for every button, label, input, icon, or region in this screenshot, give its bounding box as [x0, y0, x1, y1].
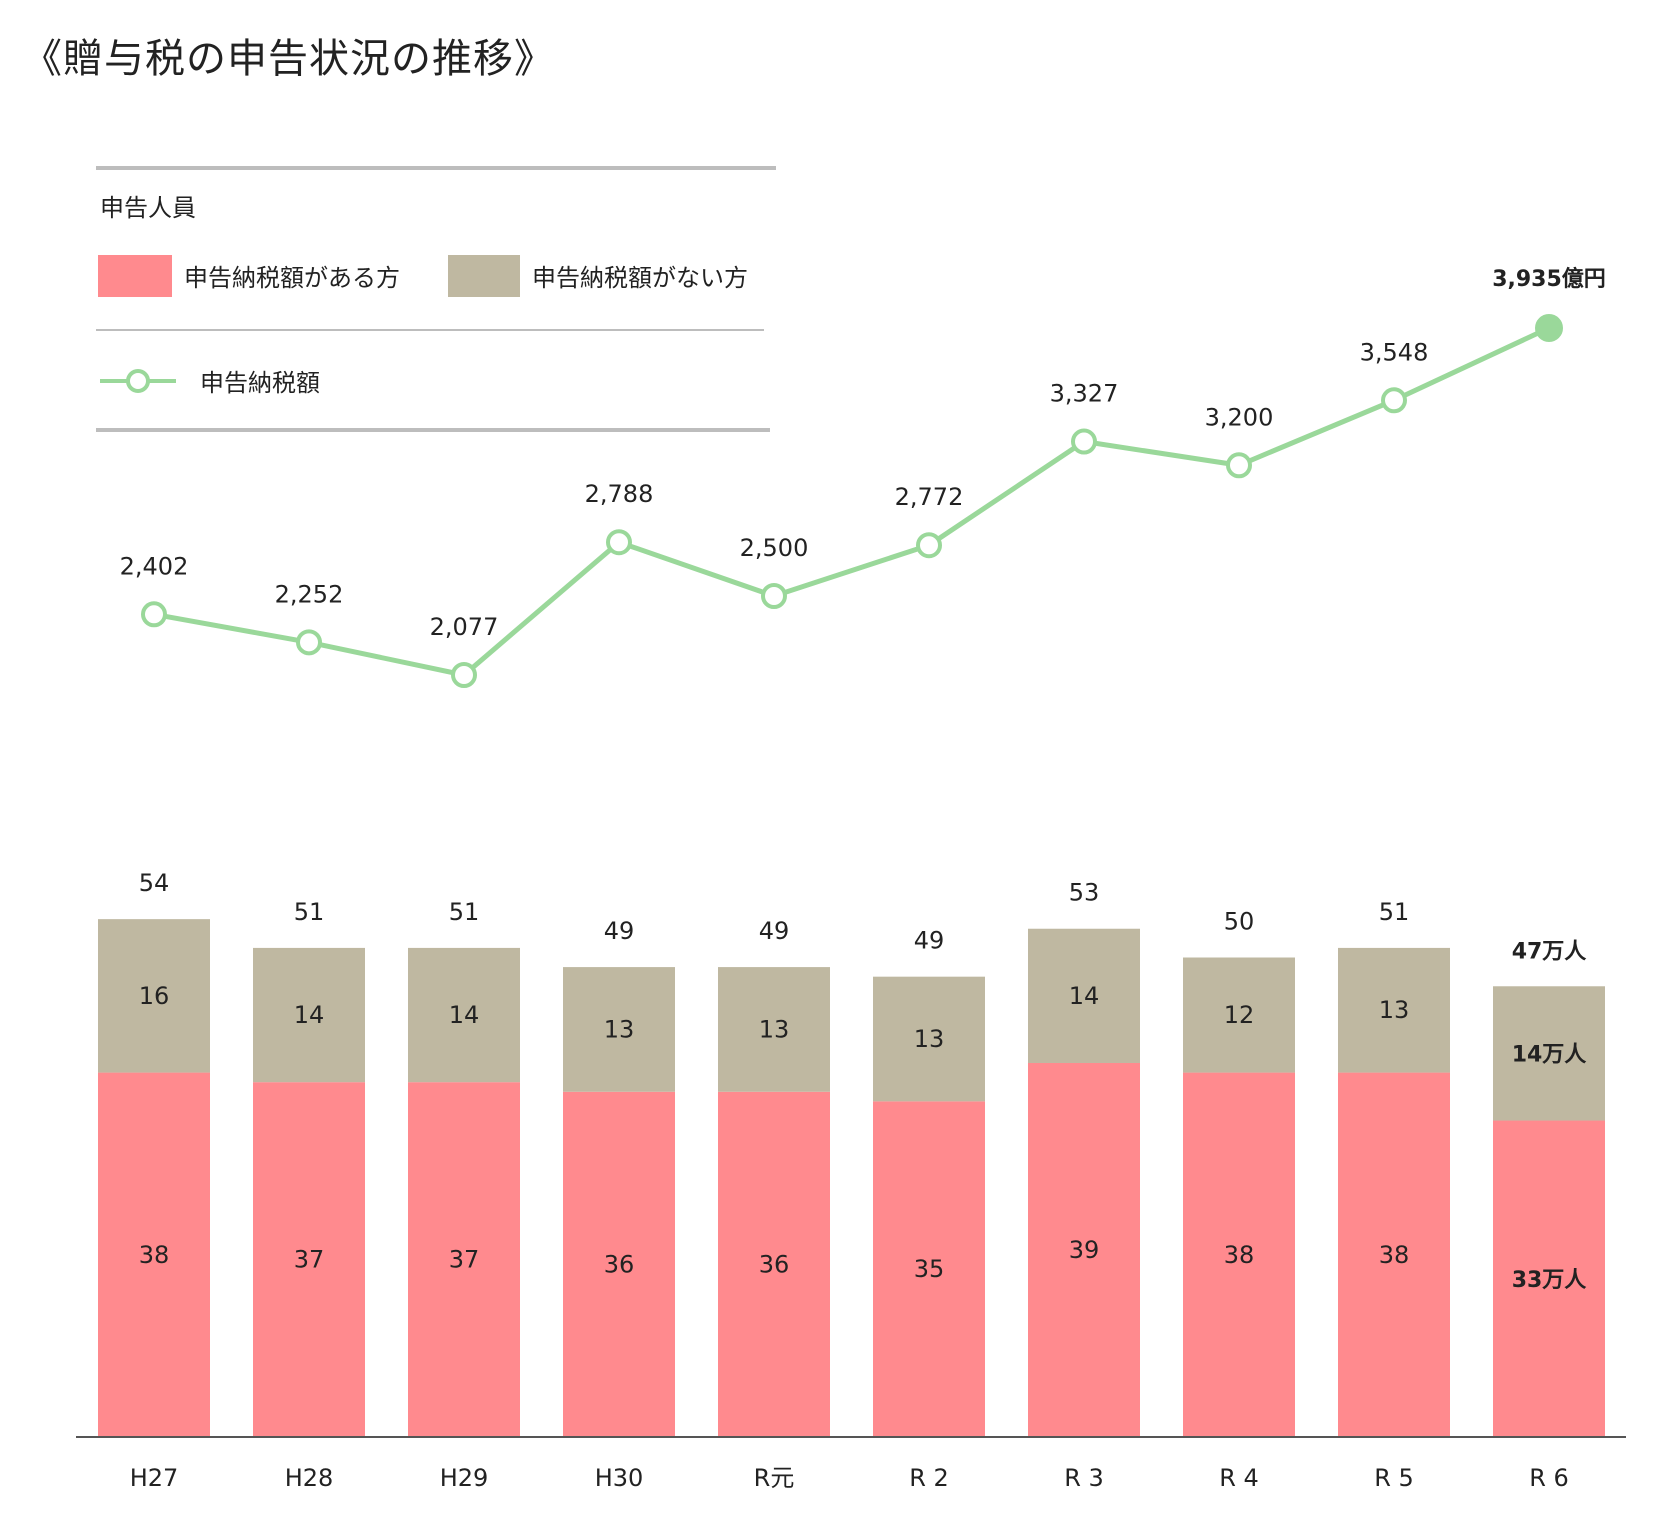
bar-total-label: 49	[759, 917, 790, 945]
tax-amount-label: 3,935億円	[1492, 266, 1606, 292]
x-tick-label: R元	[754, 1464, 795, 1492]
bar-total-label: 50	[1224, 908, 1255, 936]
tax-amount-point	[451, 662, 477, 688]
bar-with-tax	[873, 1101, 985, 1437]
line-layer: 2,402 2,252 2,077 2,788 2,500 2,772 3,327 3,200…	[120, 266, 1606, 688]
tax-amount-point	[1535, 314, 1563, 342]
bar-with-tax	[253, 1082, 365, 1437]
tax-amount-point	[141, 601, 167, 628]
bar-value-with-tax: 36	[604, 1250, 635, 1278]
bar-value-with-tax: 39	[1069, 1236, 1100, 1264]
bar-value-with-tax: 37	[294, 1246, 325, 1274]
bar-without-tax	[1493, 986, 1605, 1121]
bar-without-tax	[873, 976, 985, 1102]
tax-amount-point	[761, 583, 787, 610]
x-tick-label: R 3	[1064, 1464, 1104, 1492]
legend-label-without-tax: 申告納税額がない方	[532, 264, 748, 292]
tax-amount-point	[1071, 428, 1097, 455]
bar-value-with-tax: 38	[1379, 1241, 1410, 1269]
x-tick-label: R 6	[1529, 1464, 1569, 1492]
bar-without-tax	[253, 947, 365, 1083]
bar-total-label: 51	[294, 898, 325, 926]
bar-value-without-tax: 14	[294, 1001, 325, 1029]
bar-total-label: 54	[139, 869, 170, 897]
bar-value-without-tax: 12	[1224, 1001, 1255, 1029]
bar-with-tax	[1183, 1072, 1295, 1437]
x-tick-label: R 5	[1374, 1464, 1414, 1492]
bar-total-label: 49	[914, 927, 945, 955]
bar-value-with-tax: 38	[1224, 1241, 1255, 1269]
bar-value-without-tax: 13	[914, 1025, 945, 1053]
tax-amount-label: 2,772	[895, 483, 964, 511]
bar-without-tax	[1338, 947, 1450, 1073]
tax-amount-label: 2,402	[120, 552, 189, 580]
x-axis: H27 H28 H29 H30 R元 R 2 R 3 R 4 R 5 R 6	[76, 1436, 1626, 1492]
tax-amount-point	[1226, 452, 1252, 479]
bar-value-without-tax: 13	[604, 1015, 635, 1043]
legend-swatch-without-tax	[448, 255, 520, 297]
bar-without-tax	[718, 967, 830, 1092]
bar-layer: 38 16 54 37 14 51 37 14 51 36 13 49 36 13 49 35 13 49 39 14…	[98, 869, 1605, 1437]
x-tick-label: H30	[595, 1464, 644, 1492]
bar-with-tax	[408, 1082, 520, 1437]
bar-total-label: 47万人	[1512, 939, 1587, 964]
legend-label-with-tax: 申告納税額がある方	[184, 264, 400, 292]
x-tick-label: H28	[285, 1464, 334, 1492]
bar-total-label: 53	[1069, 879, 1100, 907]
x-tick-label: H29	[440, 1464, 489, 1492]
bar-without-tax	[408, 947, 520, 1083]
x-tick-label: R 2	[909, 1464, 949, 1492]
bar-value-with-tax: 35	[914, 1255, 945, 1283]
bar-total-label: 49	[604, 917, 635, 945]
tax-amount-point	[916, 532, 942, 559]
bar-with-tax	[98, 1072, 210, 1437]
bar-with-tax	[1028, 1062, 1140, 1437]
bar-value-without-tax: 13	[759, 1015, 790, 1043]
tax-amount-line	[153, 325, 1551, 678]
tax-amount-label: 3,327	[1050, 380, 1119, 408]
bar-without-tax	[1183, 957, 1295, 1073]
x-tick-label: R 4	[1219, 1464, 1259, 1492]
bar-value-with-tax: 38	[139, 1241, 170, 1269]
bar-total-label: 51	[449, 898, 480, 926]
bar-value-without-tax: 14	[1069, 982, 1100, 1010]
bar-with-tax	[1493, 1120, 1605, 1437]
bar-without-tax	[98, 919, 210, 1073]
tax-amount-label: 3,200	[1205, 403, 1274, 431]
tax-amount-label: 2,252	[275, 580, 344, 608]
bar-with-tax	[563, 1091, 675, 1437]
tax-amount-label: 2,077	[430, 613, 499, 641]
legend-group-title: 申告人員	[100, 194, 196, 222]
legend: 申告人員 申告納税額がある方 申告納税額がない方 申告納税額	[96, 166, 776, 432]
legend-swatch-with-tax	[98, 255, 172, 297]
bar-with-tax	[1338, 1072, 1450, 1437]
bar-value-with-tax: 36	[759, 1250, 790, 1278]
bar-value-without-tax: 14万人	[1512, 1042, 1587, 1067]
legend-label-tax-line: 申告納税額	[200, 369, 320, 397]
tax-amount-label: 2,788	[585, 480, 654, 508]
bar-value-with-tax: 37	[449, 1246, 480, 1274]
bar-with-tax	[718, 1091, 830, 1437]
bar-total-label: 51	[1379, 898, 1410, 926]
chart-title: 《贈与税の申告状況の推移》	[22, 36, 555, 82]
tax-amount-point	[606, 529, 632, 556]
bar-without-tax	[563, 967, 675, 1092]
bar-value-with-tax: 33万人	[1512, 1268, 1587, 1293]
tax-amount-point	[1381, 387, 1407, 414]
tax-amount-point	[296, 629, 322, 656]
bar-value-without-tax: 16	[139, 982, 170, 1010]
tax-amount-label: 3,548	[1360, 338, 1429, 366]
bar-value-without-tax: 14	[449, 1001, 480, 1029]
bar-without-tax	[1028, 928, 1140, 1063]
bar-value-without-tax: 13	[1379, 996, 1410, 1024]
legend-line-marker-icon	[126, 369, 150, 393]
x-tick-label: H27	[130, 1464, 179, 1492]
tax-amount-label: 2,500	[740, 534, 809, 562]
